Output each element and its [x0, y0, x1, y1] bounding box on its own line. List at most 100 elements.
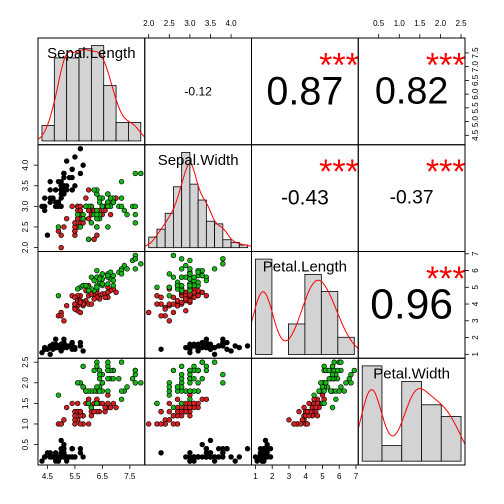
point — [63, 216, 70, 222]
point — [116, 375, 122, 382]
point — [105, 388, 111, 394]
point — [47, 178, 53, 185]
point — [267, 454, 274, 460]
point — [105, 375, 111, 382]
point — [58, 313, 64, 319]
y-tick-label: 4.5 — [471, 129, 480, 141]
point — [107, 211, 114, 218]
point — [105, 281, 111, 287]
point — [55, 292, 62, 299]
panel — [146, 252, 251, 357]
point — [55, 392, 62, 398]
point — [187, 271, 193, 277]
point — [72, 413, 78, 419]
point — [69, 166, 75, 172]
histogram-bar — [381, 445, 403, 462]
point — [132, 266, 139, 272]
point — [58, 344, 64, 351]
point — [110, 199, 117, 205]
point — [118, 396, 125, 402]
x-tick-label: 0.5 — [373, 19, 385, 28]
point — [58, 244, 64, 251]
x-tick-label: 7 — [354, 472, 359, 481]
point — [158, 294, 164, 301]
point — [66, 454, 73, 460]
significance-stars: *** — [426, 46, 466, 84]
point — [85, 287, 92, 294]
point — [91, 187, 97, 193]
panel — [39, 359, 144, 464]
panel: 0.87*** — [266, 46, 358, 113]
point — [178, 287, 185, 294]
point — [80, 363, 86, 370]
point — [329, 371, 336, 378]
point — [331, 359, 337, 365]
histogram-bar — [148, 236, 158, 249]
point — [94, 400, 100, 407]
x-tick-label: 1 — [253, 472, 258, 481]
point — [321, 388, 327, 394]
point — [232, 458, 238, 464]
y-tick-label: 2.0 — [21, 241, 30, 253]
point — [58, 183, 64, 189]
point — [199, 441, 205, 448]
point — [91, 367, 97, 374]
y-tick-label: 5.5 — [471, 102, 480, 114]
point — [91, 236, 97, 243]
x-tick-label: 2.5 — [455, 19, 467, 28]
point — [85, 400, 92, 407]
point — [236, 454, 243, 460]
point — [334, 367, 341, 374]
point — [99, 400, 106, 407]
variable-name: Sepal.Width — [158, 152, 239, 169]
y-tick-label: 0.5 — [21, 438, 30, 450]
y-tick-label: 7.0 — [471, 61, 480, 73]
point — [158, 346, 164, 352]
panel: 0.96*** — [370, 260, 465, 328]
point — [77, 339, 84, 346]
point — [132, 367, 139, 374]
point — [52, 203, 59, 210]
point — [286, 417, 292, 423]
point — [220, 261, 226, 267]
point — [80, 384, 86, 390]
y-tick-label: 6.5 — [471, 74, 480, 86]
density-curve — [358, 388, 465, 445]
point — [291, 421, 297, 427]
point — [52, 336, 59, 342]
panel: -0.12 — [184, 84, 212, 98]
point — [105, 224, 111, 230]
significance-stars: *** — [319, 46, 359, 84]
correlation-value: -0.37 — [390, 188, 434, 209]
x-tick-label: 3.5 — [205, 19, 217, 28]
point — [118, 178, 125, 185]
x-tick-label: 5.5 — [69, 472, 81, 481]
point — [72, 154, 78, 160]
point — [44, 232, 51, 238]
point — [88, 301, 95, 307]
point — [211, 351, 218, 357]
point — [77, 170, 84, 177]
point — [77, 450, 84, 456]
point — [158, 313, 164, 319]
histogram-bar — [222, 239, 232, 249]
point — [166, 271, 172, 277]
y-tick-label: 7 — [471, 251, 480, 256]
panel — [39, 252, 144, 357]
point — [99, 281, 106, 287]
point — [138, 261, 144, 267]
histogram-bar — [189, 183, 199, 249]
density-curve — [38, 49, 145, 140]
point — [107, 404, 114, 411]
point — [207, 450, 214, 456]
x-tick-label: 2.0 — [435, 19, 447, 28]
point — [199, 359, 205, 365]
point — [91, 296, 97, 302]
point — [61, 318, 67, 324]
point — [88, 404, 95, 411]
point — [66, 174, 73, 181]
point — [333, 396, 339, 402]
point — [94, 267, 100, 274]
